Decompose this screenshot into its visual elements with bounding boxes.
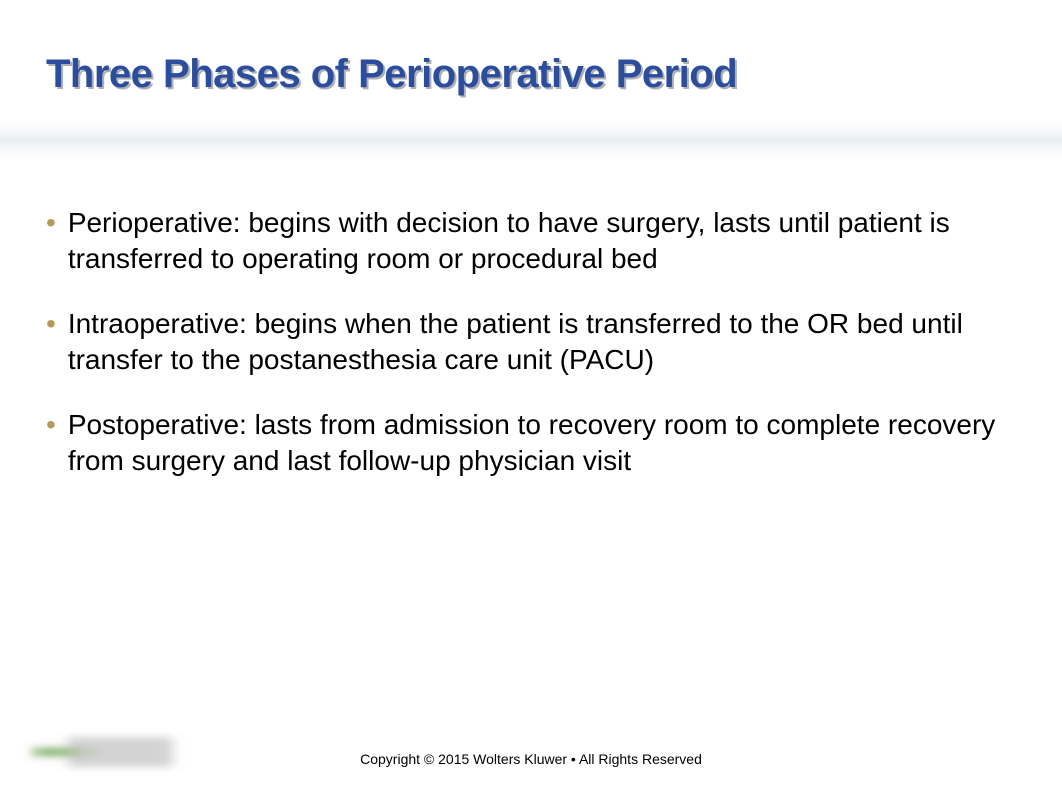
content-area: • Perioperative: begins with decision to… <box>46 205 1032 507</box>
title-divider <box>0 120 1062 160</box>
copyright-footer: Copyright © 2015 Wolters Kluwer • All Ri… <box>0 751 1062 767</box>
slide-title: Three Phases of Perioperative Period <box>46 52 737 97</box>
bullet-item: • Perioperative: begins with decision to… <box>46 205 1032 278</box>
bullet-dot-icon: • <box>46 407 56 480</box>
bullet-item: • Intraoperative: begins when the patien… <box>46 306 1032 379</box>
bullet-item: • Postoperative: lasts from admission to… <box>46 407 1032 480</box>
bullet-text: Postoperative: lasts from admission to r… <box>68 407 1032 480</box>
bullet-text: Intraoperative: begins when the patient … <box>68 306 1032 379</box>
bullet-dot-icon: • <box>46 205 56 278</box>
bullet-dot-icon: • <box>46 306 56 379</box>
bullet-text: Perioperative: begins with decision to h… <box>68 205 1032 278</box>
